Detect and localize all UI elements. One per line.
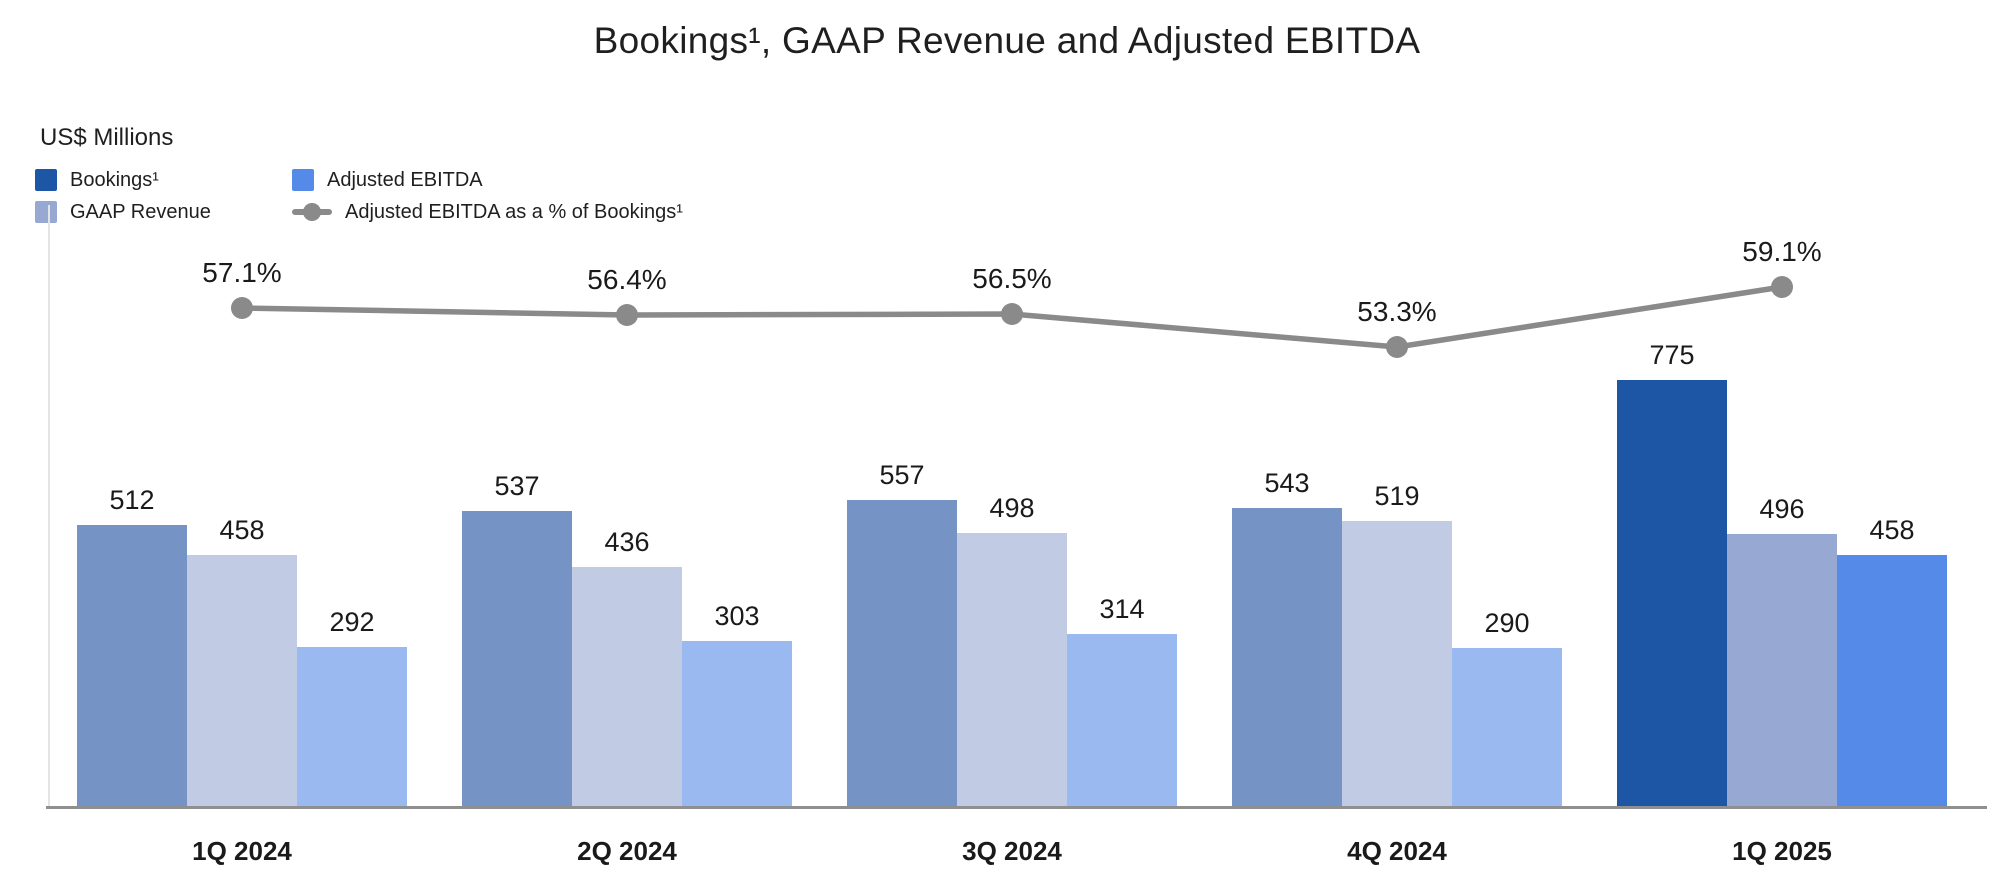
bar-adjusted-ebitda-1q-2024 <box>297 647 407 808</box>
legend-item-adjusted-ebitda: Adjusted EBITDA <box>292 168 483 192</box>
bar-value-label-gaap-revenue-2q-2024: 436 <box>604 527 649 557</box>
x-axis-line <box>46 806 1987 809</box>
legend-label-gaap-revenue: GAAP Revenue <box>70 200 211 223</box>
bar-gaap-revenue-1q-2025 <box>1727 534 1837 808</box>
ebitda-pct-label-1q-2025: 59.1% <box>1742 236 1821 267</box>
legend-item-gaap-revenue: GAAP Revenue <box>35 200 211 224</box>
bar-value-label-gaap-revenue-3q-2024: 498 <box>989 493 1034 523</box>
bar-bookings-1q-2024 <box>77 525 187 808</box>
ebitda-pct-point-1q-2025 <box>1771 276 1793 298</box>
bar-adjusted-ebitda-1q-2025 <box>1837 555 1947 808</box>
bar-value-label-adjusted-ebitda-1q-2024: 292 <box>329 607 374 637</box>
bar-value-label-adjusted-ebitda-4q-2024: 290 <box>1484 608 1529 638</box>
bar-gaap-revenue-2q-2024 <box>572 567 682 808</box>
bar-value-label-gaap-revenue-1q-2025: 496 <box>1759 494 1804 524</box>
line-dot-marker-icon <box>292 201 332 223</box>
bar-bookings-2q-2024 <box>462 511 572 808</box>
bar-adjusted-ebitda-3q-2024 <box>1067 634 1177 808</box>
x-axis-label-1q-2025: 1Q 2025 <box>1732 836 1832 866</box>
ebitda-pct-label-4q-2024: 53.3% <box>1357 296 1436 327</box>
legend-item-ebitda-pct-of-bookings: Adjusted EBITDA as a % of Bookings¹ <box>292 200 683 224</box>
ebitda-pct-point-1q-2024 <box>231 297 253 319</box>
ebitda-pct-point-4q-2024 <box>1386 336 1408 358</box>
bar-value-label-adjusted-ebitda-2q-2024: 303 <box>714 601 759 631</box>
ebitda-pct-point-3q-2024 <box>1001 303 1023 325</box>
bar-bookings-1q-2025 <box>1617 380 1727 808</box>
ebitda-pct-point-2q-2024 <box>616 304 638 326</box>
bar-value-label-bookings-3q-2024: 557 <box>879 460 924 490</box>
bar-bookings-4q-2024 <box>1232 508 1342 808</box>
bar-gaap-revenue-3q-2024 <box>957 533 1067 808</box>
bar-bookings-3q-2024 <box>847 500 957 808</box>
x-axis-label-2q-2024: 2Q 2024 <box>577 836 677 866</box>
bar-value-label-gaap-revenue-1q-2024: 458 <box>219 515 264 545</box>
legend-label-bookings: Bookings¹ <box>70 168 159 191</box>
x-axis-label-1q-2024: 1Q 2024 <box>192 836 292 866</box>
ebitda-pct-label-2q-2024: 56.4% <box>587 264 666 295</box>
ebitda-pct-label-3q-2024: 56.5% <box>972 263 1051 294</box>
bar-gaap-revenue-4q-2024 <box>1342 521 1452 808</box>
ebitda-pct-label-1q-2024: 57.1% <box>202 257 281 288</box>
bar-value-label-gaap-revenue-4q-2024: 519 <box>1374 481 1419 511</box>
bar-value-label-bookings-1q-2024: 512 <box>109 485 154 515</box>
bar-gaap-revenue-1q-2024 <box>187 555 297 808</box>
x-axis-label-4q-2024: 4Q 2024 <box>1347 836 1447 866</box>
legend-label-adjusted-ebitda: Adjusted EBITDA <box>327 168 483 191</box>
gaap-revenue-swatch-icon <box>35 201 57 223</box>
bar-adjusted-ebitda-4q-2024 <box>1452 648 1562 808</box>
bar-value-label-bookings-1q-2025: 775 <box>1649 340 1694 370</box>
legend-label-ebitda-pct-of-bookings: Adjusted EBITDA as a % of Bookings¹ <box>345 200 683 223</box>
page-title: Bookings¹, GAAP Revenue and Adjusted EBI… <box>593 20 1421 61</box>
legend-item-bookings: Bookings¹ <box>35 168 159 192</box>
bar-value-label-bookings-4q-2024: 543 <box>1264 468 1309 498</box>
x-axis-label-3q-2024: 3Q 2024 <box>962 836 1062 866</box>
bar-adjusted-ebitda-2q-2024 <box>682 641 792 808</box>
units-label: US$ Millions <box>40 124 174 151</box>
adjusted-ebitda-swatch-icon <box>292 169 314 191</box>
y-axis-line <box>48 205 50 806</box>
bar-value-label-adjusted-ebitda-3q-2024: 314 <box>1099 594 1144 624</box>
bar-value-label-bookings-2q-2024: 537 <box>494 471 539 501</box>
bookings-swatch-icon <box>35 169 57 191</box>
bar-value-label-adjusted-ebitda-1q-2025: 458 <box>1869 515 1914 545</box>
